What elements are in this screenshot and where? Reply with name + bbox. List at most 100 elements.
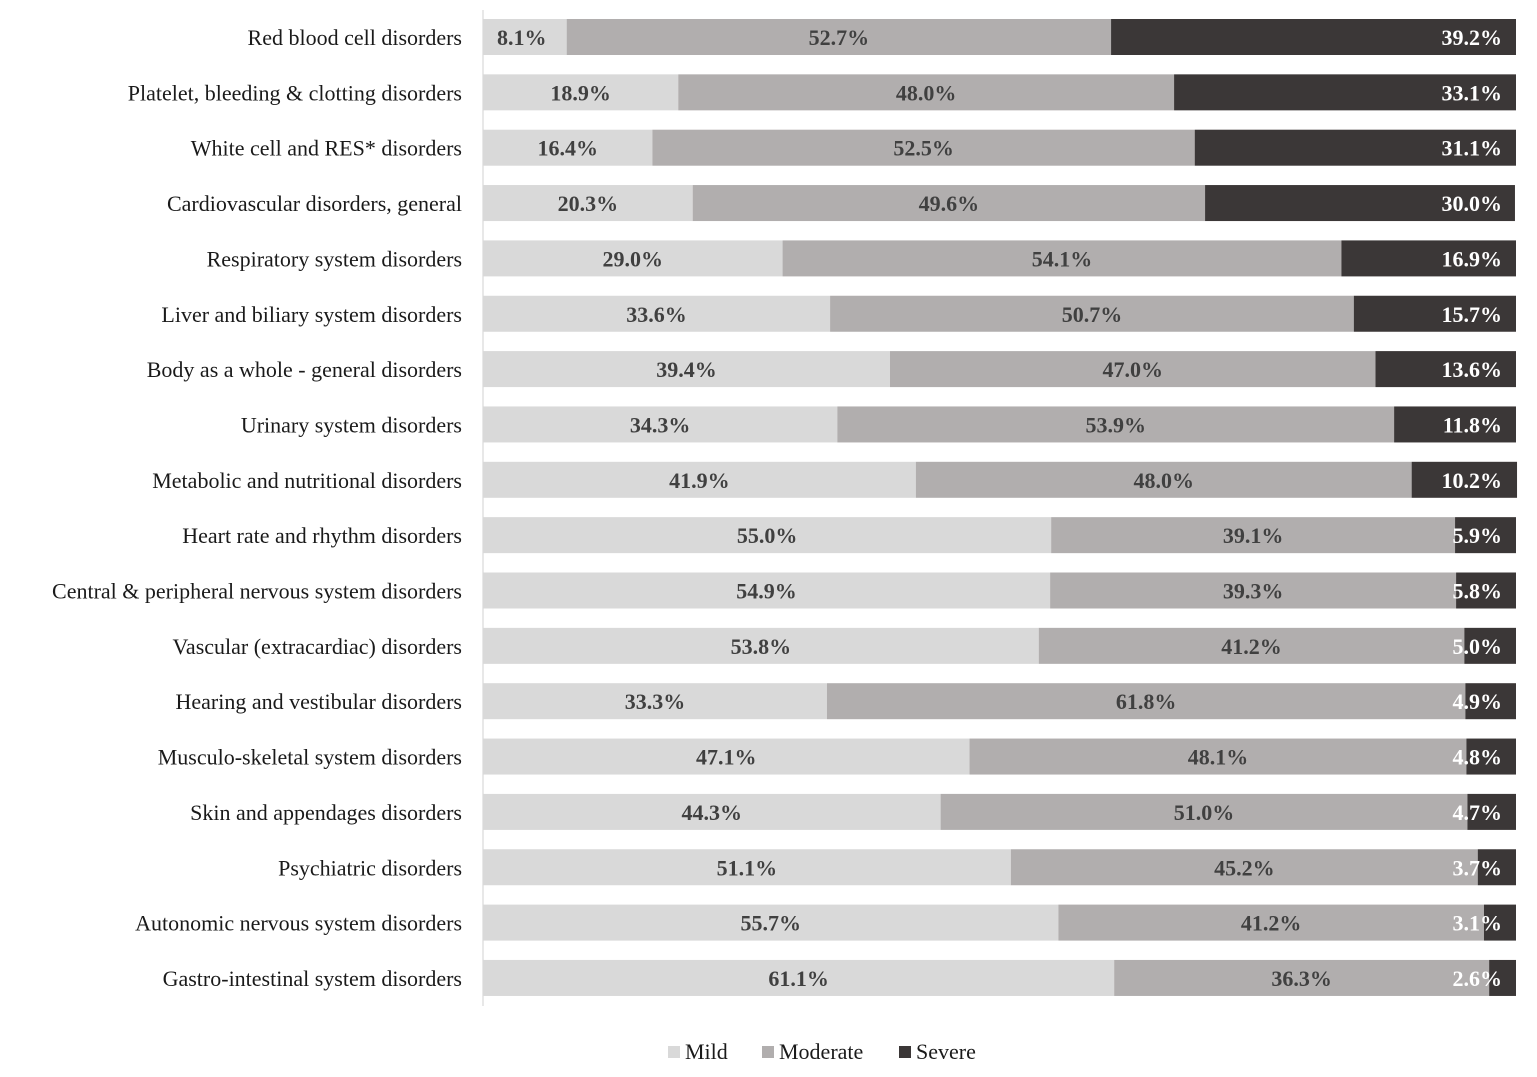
data-label-mild: 53.8% [731,634,792,659]
data-label-mild: 33.3% [625,689,686,714]
data-label-moderate: 52.5% [893,136,954,161]
bar-severe-row-5 [1341,240,1516,277]
bar-mild-row-14 [483,738,970,775]
category-label: Psychiatric disorders [278,855,462,880]
data-label-severe: 33.1% [1442,80,1503,105]
category-label: Vascular (extracardiac) disorders [172,634,462,659]
bar-severe-row-1 [1111,19,1516,55]
category-label: Platelet, bleeding & clotting disorders [128,80,462,105]
data-label-severe: 13.6% [1442,357,1503,382]
data-label-mild: 39.4% [656,357,717,382]
data-label-severe: 30.0% [1442,191,1503,216]
data-label-severe: 5.9% [1453,523,1503,548]
legend-swatch-severe [899,1046,911,1058]
legend-swatch-moderate [762,1046,774,1058]
data-label-mild: 34.3% [630,412,691,437]
data-label-mild: 54.9% [736,579,797,604]
bar-severe-row-14 [1466,738,1516,775]
bar-moderate-row-9 [915,461,1412,498]
category-label: Liver and biliary system disorders [161,302,462,327]
data-label-severe: 4.7% [1453,800,1503,825]
bar-mild-row-8 [483,406,838,443]
bar-mild-row-12 [483,627,1039,664]
bar-moderate-row-1 [566,19,1112,55]
bar-severe-row-16 [1477,849,1516,886]
data-label-mild: 16.4% [537,136,598,161]
data-label-moderate: 45.2% [1214,855,1275,880]
data-label-moderate: 41.2% [1241,911,1302,936]
data-label-severe: 10.2% [1442,468,1503,493]
bar-mild-row-18 [483,959,1115,996]
bars-layer: Red blood cell disorders 8.1% 52.7% 39.2% Pl… [52,19,1518,996]
data-label-severe: 4.8% [1453,745,1503,770]
bar-severe-row-9 [1411,461,1518,498]
data-label-severe: 31.1% [1442,136,1503,161]
data-label-severe: 5.0% [1453,634,1503,659]
bar-moderate-row-13 [826,683,1466,720]
bar-moderate-row-16 [1010,849,1478,886]
legend: Mild Moderate Severe [668,1039,976,1064]
data-label-mild: 61.1% [768,966,829,991]
bar-moderate-row-2 [678,74,1175,111]
category-label: Metabolic and nutritional disorders [152,468,462,493]
legend-swatch-mild [668,1046,680,1058]
data-label-mild: 47.1% [696,745,757,770]
bar-moderate-row-14 [969,738,1467,775]
legend-label-moderate: Moderate [779,1039,863,1064]
data-label-moderate: 53.9% [1085,412,1146,437]
bar-moderate-row-15 [940,793,1468,830]
data-label-moderate: 52.7% [809,25,870,50]
data-label-moderate: 61.8% [1116,689,1177,714]
data-label-mild: 44.3% [682,800,743,825]
data-label-mild: 51.1% [717,855,778,880]
bar-severe-row-2 [1174,74,1516,111]
data-label-moderate: 50.7% [1062,302,1123,327]
bar-severe-row-4 [1205,185,1515,222]
bar-severe-row-7 [1375,351,1516,388]
category-label: Skin and appendages disorders [190,800,462,825]
data-label-severe: 5.8% [1453,579,1503,604]
bar-severe-row-18 [1489,959,1516,996]
data-label-severe: 3.1% [1453,911,1503,936]
bar-moderate-row-7 [890,351,1376,388]
data-label-severe: 15.7% [1442,302,1503,327]
data-label-moderate: 48.1% [1188,745,1249,770]
bar-mild-row-17 [483,904,1059,941]
data-label-mild: 29.0% [603,246,664,271]
category-label: Body as a whole - general disorders [147,357,462,382]
data-label-severe: 39.2% [1442,25,1503,50]
category-label: Red blood cell disorders [248,25,462,50]
data-label-severe: 16.9% [1442,246,1503,271]
bar-severe-row-3 [1194,129,1516,166]
data-label-moderate: 51.0% [1174,800,1235,825]
bar-severe-row-10 [1455,517,1516,554]
bar-mild-row-1 [483,19,567,55]
category-label: Respiratory system disorders [207,246,462,271]
bar-mild-row-15 [483,793,941,830]
bar-moderate-row-18 [1114,959,1490,996]
bar-severe-row-11 [1456,572,1516,609]
bar-mild-row-9 [483,461,916,498]
category-label: Hearing and vestibular disorders [175,689,462,714]
bar-severe-row-15 [1467,793,1516,830]
bar-severe-row-6 [1353,295,1516,332]
bar-moderate-row-10 [1051,517,1456,554]
data-label-moderate: 39.1% [1223,523,1284,548]
data-label-moderate: 54.1% [1032,246,1093,271]
bar-severe-row-12 [1464,627,1516,664]
data-label-mild: 33.6% [626,302,687,327]
category-label: Urinary system disorders [241,412,462,437]
data-label-moderate: 48.0% [1133,468,1194,493]
data-label-moderate: 41.2% [1221,634,1282,659]
bar-mild-row-16 [483,849,1011,886]
bar-moderate-row-4 [692,185,1206,222]
data-label-mild: 20.3% [558,191,619,216]
bar-moderate-row-6 [830,295,1354,332]
legend-label-mild: Mild [685,1039,728,1064]
data-label-mild: 41.9% [669,468,730,493]
bar-severe-row-17 [1483,904,1516,941]
category-label: White cell and RES* disorders [191,136,462,161]
category-label: Cardiovascular disorders, general [167,191,462,216]
bar-moderate-row-5 [782,240,1342,277]
